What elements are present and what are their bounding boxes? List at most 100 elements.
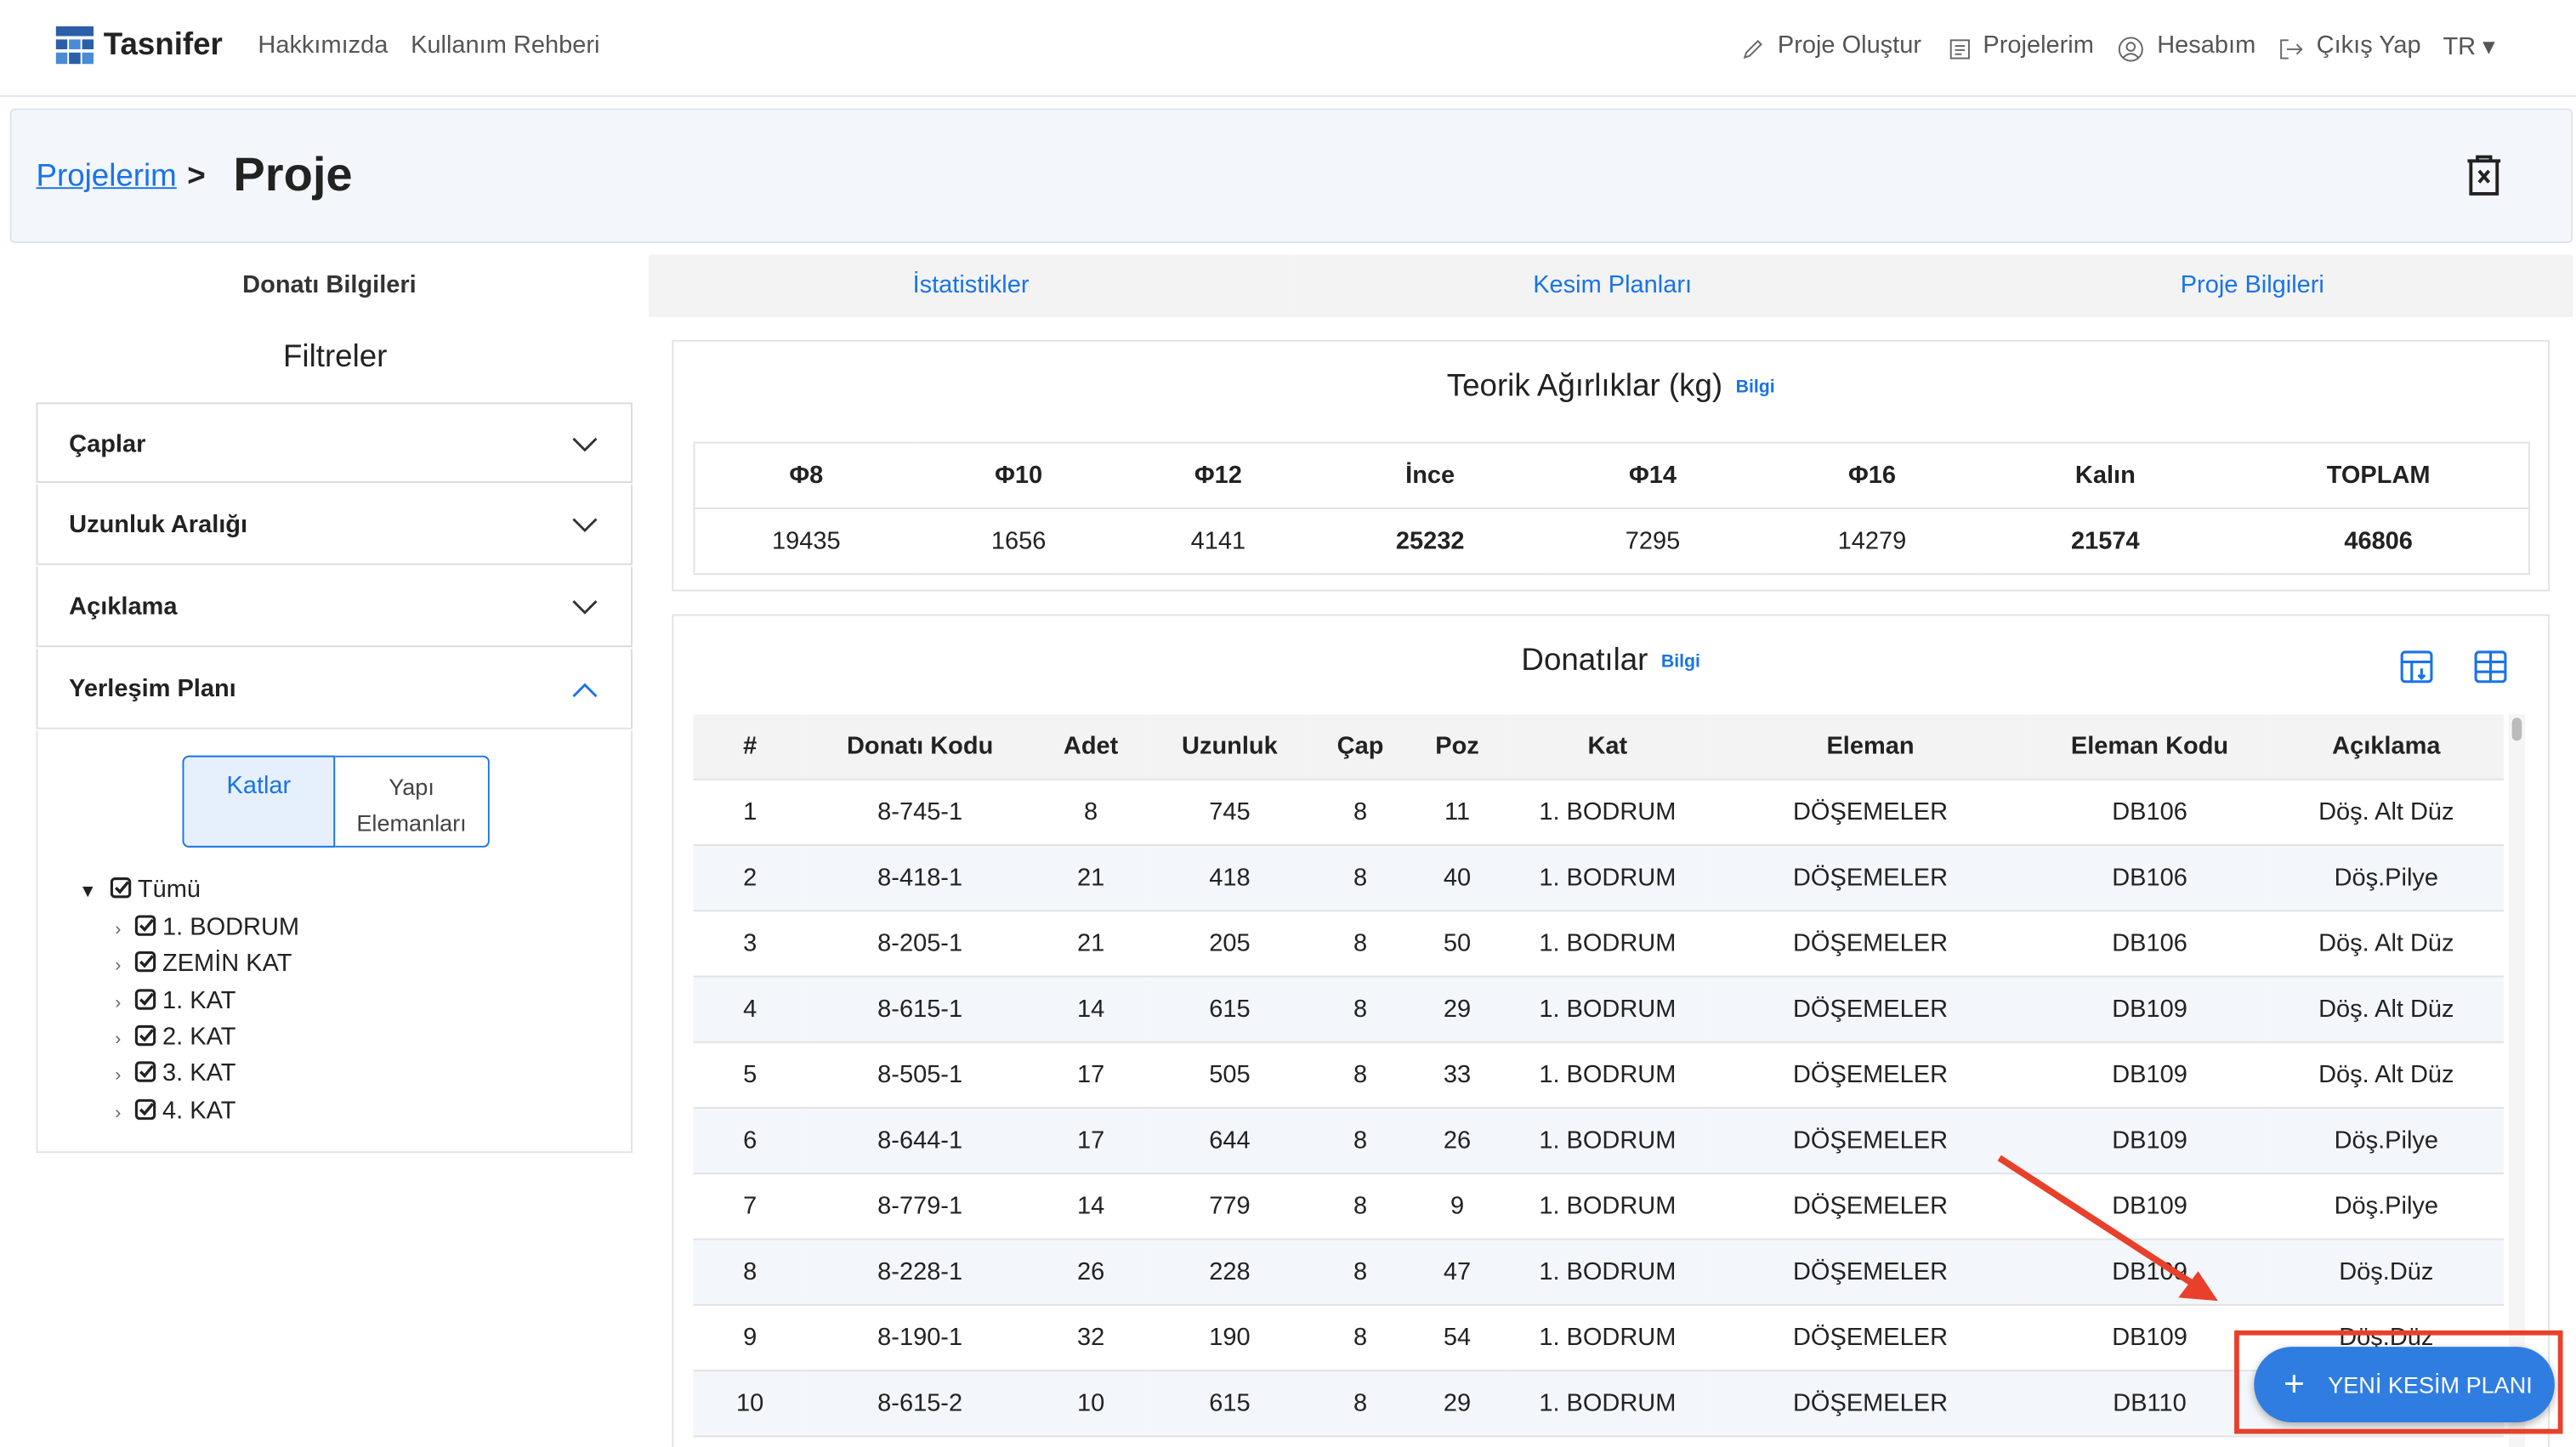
table-row[interactable]: 6 8-644-1 17 644 8 26 1. BODRUM DÖŞEMELER DB109 D… [693,1107,2504,1174]
tree-label[interactable]: 1. KAT [162,986,236,1015]
header-cell: Eleman [1826,732,1915,761]
table-cell: 17 [1033,1435,1149,1447]
tree-node[interactable]: › 4. KAT [115,1096,236,1125]
table-row[interactable]: 3 8-205-1 21 205 8 50 1. BODRUM DÖŞEMELER DB106 D… [693,910,2504,977]
accordion-item[interactable]: Yerleşim Planı [36,649,633,729]
scroll-thumb[interactable] [2511,718,2522,741]
table-cell: DÖŞEMELER [1710,1041,2031,1109]
table-cell: DB109 [2030,1041,2269,1109]
table-cell: DÖŞEMELER [1710,1303,2031,1371]
table-row[interactable]: 2 8-418-1 21 418 8 40 1. BODRUM DÖŞEMELER DB106 D… [693,843,2504,911]
chevron[interactable] [571,485,598,565]
table-cell: 33 [1409,1041,1506,1109]
table-cell: Döş. Alt Düz [2268,1041,2504,1109]
table-cell: 8-779-1 [806,1172,1034,1240]
nav-action[interactable]: Çıkış Yap [2316,31,2421,60]
table-cell: 50 [1409,910,1506,977]
annotation-box [2234,1330,2563,1434]
table-row[interactable]: 5 8-505-1 17 505 8 33 1. BODRUM DÖŞEMELER DB109 D… [693,1041,2504,1109]
value-cell: 14279 [1762,507,1983,575]
language-code[interactable]: TR [2443,32,2477,61]
header-cell: Açıklama [2332,732,2441,761]
table-row[interactable]: 4 8-615-1 14 615 8 29 1. BODRUM DÖŞEMELER DB109 D… [693,975,2504,1042]
tab-active[interactable]: Donatı Bilgileri [9,254,650,317]
tree-node[interactable]: › 1. KAT [115,986,236,1015]
tab[interactable]: Proje Bilgileri [1932,254,2573,317]
accordion-item[interactable]: Çaplar [36,402,633,485]
toggle[interactable]: Yapı Elemanları [335,755,490,848]
value-row: 19435 1656 4141 25232 7295 14279 21574 46806 [694,507,2529,575]
accordion-label[interactable]: Açıklama [69,593,178,621]
nav-action[interactable]: Hesabım [2157,31,2256,60]
value-cell: 4141 [1119,507,1317,575]
table-cell: Döş. Alt Düz [2268,975,2504,1042]
info-link[interactable]: Bilgi [1660,651,1700,672]
toggle-active[interactable]: Katlar [182,755,336,848]
accordion-label[interactable]: Uzunluk Aralığı [69,510,248,539]
tree-node[interactable]: › 2. KAT [115,1023,236,1052]
tree-label[interactable]: 1. BODRUM [162,913,300,941]
delete-icon[interactable] [2465,155,2504,197]
accordion-item[interactable]: Açıklama [36,566,633,648]
tree-node[interactable]: › ZEMİN KAT [115,950,292,979]
accordion-label[interactable]: Yerleşim Planı [69,675,236,703]
button-label[interactable]: YENİ KESİM PLANI [2328,1371,2533,1399]
header-cell: # [743,732,757,761]
tab[interactable]: İstatistikler [649,254,1293,317]
chevron[interactable] [571,567,598,648]
tree-node[interactable]: › 1. BODRUM [115,913,300,941]
table-row[interactable]: 10 8-615-2 10 615 8 29 1. BODRUM DÖŞEMELER DB110… [693,1370,2504,1437]
header-row: # Donatı Kodu Adet Uzunluk Çap Poz Kat Eleman El… [693,714,2504,780]
tree-label[interactable]: Tümü [137,875,201,904]
tree-label[interactable]: 2. KAT [162,1023,236,1052]
accordion-label[interactable]: Çaplar [69,430,146,459]
table-cell: 8-228-1 [806,1238,1034,1305]
tree-label[interactable]: 4. KAT [162,1096,236,1125]
columns-icon[interactable] [2474,650,2507,684]
table-cell: 8-505-1 [806,1041,1034,1109]
table-cell: 8 [1311,1435,1410,1447]
nav-link[interactable]: Hakkımızda [258,31,389,60]
language[interactable]: TR ▾ [2443,32,2495,61]
accordion-item[interactable]: Uzunluk Aralığı [36,484,633,565]
table-cell: 8-615-2 [806,1370,1034,1437]
table-cell: 8-615-1 [806,975,1034,1042]
info-link[interactable]: Bilgi [1735,377,1775,398]
value-cell: 21574 [1982,507,2229,575]
nav-action[interactable]: Projelerim [1983,31,2094,60]
value-cell: 1656 [917,507,1120,575]
table-cell: DÖŞEMELER [1710,910,2031,977]
new-plan-button[interactable]: + YENİ KESİM PLANI [2254,1347,2555,1423]
export-icon[interactable] [2400,650,2433,684]
table-row[interactable]: 118-605-1176058301. BODRUMDÖŞEMELERDB110… [693,1435,2504,1447]
table-row[interactable]: 1 8-745-1 8 745 8 11 1. BODRUM DÖŞEMELER DB106 Dö… [693,778,2504,845]
rebars-card: Donatılar Bilgi # Donatı Kodu Adet Uzunluk Ça… [672,614,2550,1447]
table-cell: 8 [1311,843,1410,911]
header-cell: Çap [1336,732,1384,761]
breadcrumb-link[interactable]: Projelerim [36,159,177,194]
table-cell: 505 [1148,1041,1312,1109]
tree-node[interactable]: ▼ Tümü [78,875,201,904]
weights-title: Teorik Ağırlıklar (kg) [1446,369,1723,405]
table-cell: 9 [693,1303,807,1371]
tree-label[interactable]: ZEMİN KAT [162,950,292,979]
nav-action[interactable]: Proje Oluştur [1777,31,1922,60]
nav-link[interactable]: Kullanım Rehberi [411,31,600,60]
chevron[interactable] [571,649,598,729]
weights-table: Φ8 Φ10 Φ12 İnce Φ14 Φ16 Kalın TOPLAM 19435 1656 41… [693,441,2530,576]
brand[interactable]: Tasnifer [103,27,223,63]
table-cell: 30 [1409,1435,1506,1447]
header-cell: Donatı Kodu [847,732,994,761]
header-cell: Φ16 [1847,461,1896,490]
table-row[interactable]: 7 8-779-1 14 779 8 9 1. BODRUM DÖŞEMELER DB109 Dö… [693,1172,2504,1240]
rebars-header: Donatılar Bilgi [673,644,2548,680]
tree-node[interactable]: › 3. KAT [115,1059,236,1088]
header-cell: İnce [1405,461,1455,490]
tree-label[interactable]: 3. KAT [162,1059,236,1088]
tab[interactable]: Kesim Planları [1292,254,1932,317]
user-icon [2118,37,2143,62]
chevron[interactable] [571,404,598,485]
table-cell: DB106 [2030,843,2269,911]
